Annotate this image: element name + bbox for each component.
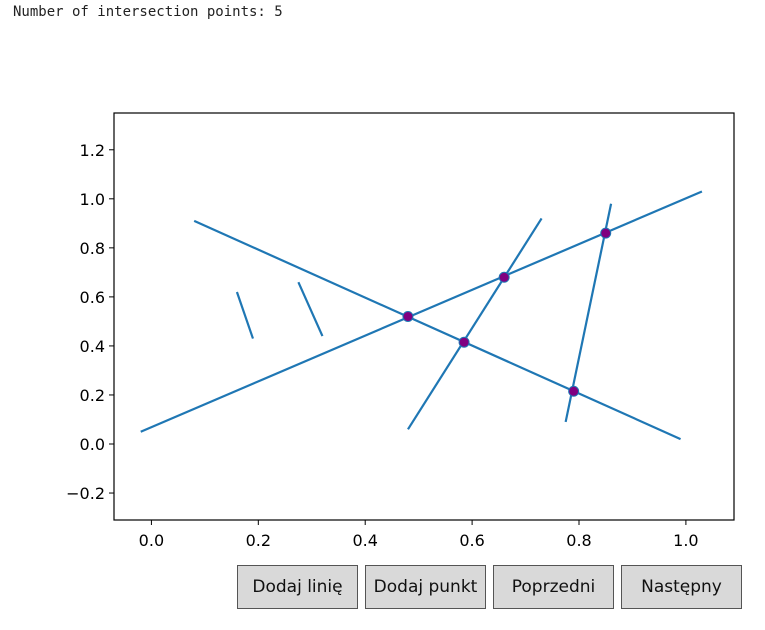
y-tick-label: 0.4 (80, 337, 105, 356)
x-tick-label: 0.2 (246, 531, 271, 550)
intersection-plot: 0.0 0.2 0.4 0.6 0.8 1.0 −0.2 0.0 0.2 0.4 0.6 0.8 1.0… (66, 112, 735, 550)
y-tick-label: 1.0 (80, 190, 105, 209)
line-segment (140, 190, 703, 433)
intersection-point (600, 227, 612, 239)
intersection-point (458, 336, 470, 348)
x-tick-label: 1.0 (673, 531, 698, 550)
plot-frame (113, 112, 735, 521)
x-tick-label: 0.0 (139, 531, 164, 550)
x-tick-label: 0.4 (352, 531, 377, 550)
intersection-point (568, 385, 580, 397)
intersection-point (498, 271, 510, 283)
intersection-count-text: Number of intersection points: 5 (13, 4, 283, 20)
y-tick-label: 0.2 (80, 386, 105, 405)
add-point-button[interactable]: Dodaj punkt (365, 565, 486, 609)
intersection-point (402, 311, 414, 322)
add-line-button[interactable]: Dodaj linię (237, 565, 358, 609)
line-segment (235, 291, 255, 339)
previous-button[interactable]: Poprzedni (493, 565, 614, 609)
y-tick-label: 1.2 (80, 141, 105, 160)
x-tick-label: 0.6 (459, 531, 484, 550)
line-segment (564, 203, 613, 423)
y-tick-label: −0.2 (66, 484, 105, 503)
line-segment (407, 217, 543, 430)
x-tick-label: 0.8 (566, 531, 591, 550)
line-segment (193, 219, 682, 441)
y-tick-label: 0.8 (80, 239, 105, 258)
line-segment (297, 281, 324, 337)
y-tick-label: 0.0 (80, 435, 105, 454)
next-button[interactable]: Następny (621, 565, 742, 609)
y-tick-label: 0.6 (80, 288, 105, 307)
